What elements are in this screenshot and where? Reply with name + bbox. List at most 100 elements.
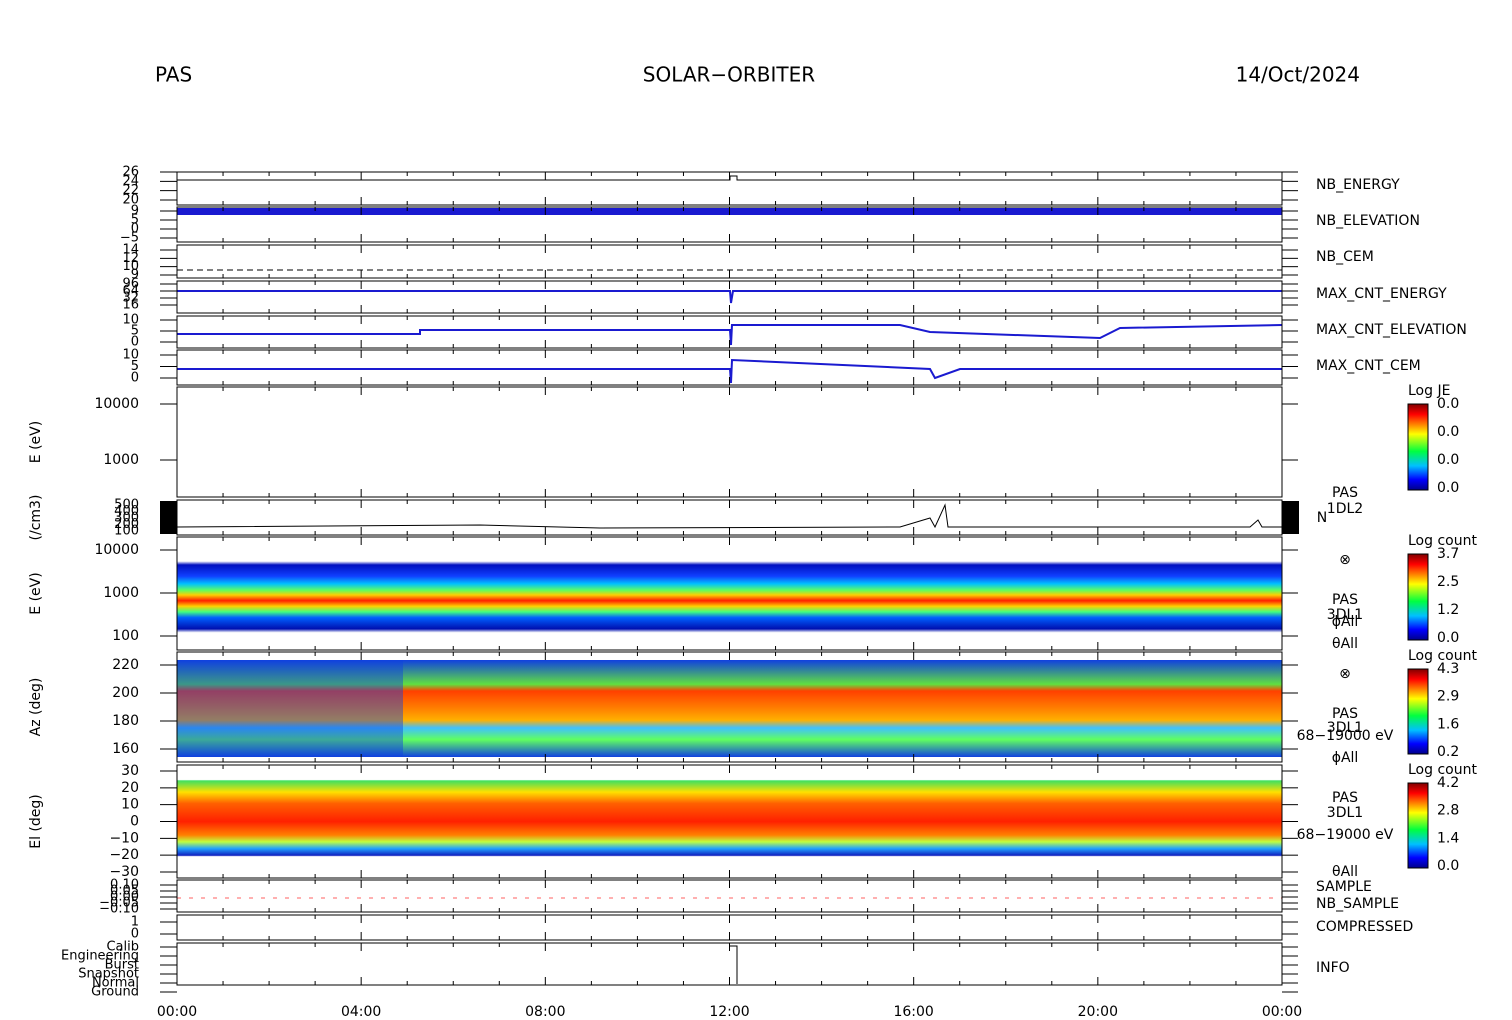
y-tick-label: 0.10 — [110, 878, 139, 893]
panel-label: ϕAll — [1332, 614, 1359, 630]
y-axis-label: E (eV) — [28, 421, 44, 463]
y-tick-label: 10 — [122, 348, 139, 363]
panel-label: N — [1317, 510, 1327, 526]
y-tick-label: Normal — [92, 976, 139, 991]
y-tick-label: 200 — [114, 517, 139, 532]
panel-label: ϕAll — [1332, 750, 1359, 766]
y-tick-label: 10 — [122, 313, 139, 328]
panel-label: θAll — [1332, 864, 1358, 880]
y-tick-label: 200 — [112, 685, 139, 701]
x-tick-label: 12:00 — [709, 1004, 749, 1020]
x-tick-label: 16:00 — [893, 1004, 933, 1020]
y-tick-label: Calib — [106, 940, 139, 955]
x-tick-label: 08:00 — [525, 1004, 565, 1020]
y-axis-label: (/cm3) — [28, 495, 44, 541]
colorbar-title: Log count — [1408, 533, 1477, 549]
colorbar-tick-label: 0.0 — [1437, 452, 1459, 468]
y-tick-label: 0.00 — [110, 890, 139, 905]
y-tick-label: 300 — [114, 511, 139, 526]
y-tick-label: 10 — [121, 797, 139, 813]
y-tick-label: 26 — [122, 165, 139, 180]
panel-label: SAMPLE — [1316, 879, 1372, 895]
colorbar-tick-label: 0.0 — [1437, 630, 1459, 646]
header-date: 14/Oct/2024 — [1236, 63, 1360, 87]
x-tick-label: 20:00 — [1078, 1004, 1118, 1020]
y-tick-label: 220 — [112, 657, 139, 673]
max-cnt-cem-trace — [177, 358, 1282, 384]
nb-energy-trace — [177, 175, 1282, 181]
panel-label: MAX_CNT_CEM — [1316, 358, 1421, 374]
y-tick-label: 10 — [122, 259, 139, 274]
y-tick-label: 1 — [131, 915, 139, 930]
y-tick-label: −20 — [109, 847, 139, 863]
y-tick-label: 1000 — [103, 585, 139, 601]
colorbar-title: Log count — [1408, 648, 1477, 664]
colorbar-title: Log count — [1408, 762, 1477, 778]
panel-label: θAll — [1332, 636, 1358, 652]
colorbar-tick-label: 0.0 — [1437, 480, 1459, 496]
panel-label: 3DL1 — [1327, 607, 1363, 623]
max-cnt-elevation-trace — [177, 324, 1283, 346]
y-tick-label: Snapshot — [78, 967, 139, 982]
colorbar-tick-label: 3.7 — [1437, 546, 1459, 562]
y-tick-label: 20 — [122, 193, 139, 208]
header-title: SOLAR−ORBITER — [643, 63, 815, 87]
colorbar-tick-label: 1.2 — [1437, 602, 1459, 618]
y-tick-label: −30 — [109, 864, 139, 880]
y-tick-label: 9 — [131, 268, 139, 283]
y-tick-label: 180 — [112, 713, 139, 729]
panel-label: ⊗ — [1339, 666, 1351, 682]
panel-label: NB_CEM — [1316, 249, 1374, 265]
colorbar-tick-label: 2.8 — [1437, 803, 1459, 819]
panel-label: PAS — [1332, 485, 1358, 501]
panel-label: INFO — [1316, 960, 1350, 976]
colorbar — [1407, 782, 1429, 869]
y-tick-label: 24 — [122, 174, 139, 189]
azimuth-low-region — [177, 660, 403, 757]
y-tick-label: −5 — [120, 231, 139, 246]
colorbar-tick-label: 2.9 — [1437, 689, 1459, 705]
y-tick-label: 14 — [122, 243, 139, 258]
azimuth-spectrogram — [177, 660, 1282, 757]
y-tick-label: 10000 — [94, 542, 139, 558]
y-tick-label: 12 — [122, 251, 139, 266]
panel-label: PAS — [1332, 790, 1358, 806]
header-left: PAS — [155, 63, 192, 87]
panel-label: MAX_CNT_ELEVATION — [1316, 322, 1467, 338]
panel-label: 68−19000 eV — [1297, 827, 1394, 843]
y-tick-label: 5 — [131, 324, 139, 339]
panel-label: 68−19000 eV — [1297, 728, 1394, 744]
panel-label: PAS — [1332, 592, 1358, 608]
panel-label: NB_ELEVATION — [1316, 213, 1420, 229]
y-tick-label: 10000 — [94, 396, 139, 412]
y-tick-label: 16 — [122, 298, 139, 313]
y-tick-label: Engineering — [61, 949, 139, 964]
y-tick-label: 160 — [112, 741, 139, 757]
panel-frame — [176, 386, 1283, 498]
y-tick-label: −0.05 — [99, 896, 139, 911]
colorbar-title: Log JE — [1408, 383, 1450, 399]
colorbar-tick-label: 0.0 — [1437, 424, 1459, 440]
x-tick-label: 00:00 — [1262, 1004, 1302, 1020]
panel-label: 3DL1 — [1327, 720, 1363, 736]
panel-label: COMPRESSED — [1316, 919, 1413, 935]
y-tick-label: 0 — [131, 371, 139, 386]
x-tick-label: 00:00 — [157, 1004, 197, 1020]
y-tick-label: 0 — [131, 335, 139, 350]
y-tick-label: 64 — [122, 284, 139, 299]
elevation-spectrogram — [177, 765, 1282, 878]
y-tick-label: −0.10 — [99, 902, 139, 917]
colorbar-tick-label: 4.3 — [1437, 661, 1459, 677]
y-tick-label: 0 — [131, 927, 139, 942]
max-cnt-energy-trace — [177, 290, 1282, 304]
panel-label: NB_SAMPLE — [1316, 896, 1399, 912]
panel-label: NB_ENERGY — [1316, 177, 1400, 193]
panel-label: 3DL1 — [1327, 805, 1363, 821]
y-tick-label: 5 — [131, 359, 139, 374]
y-tick-label: 0 — [130, 814, 139, 830]
colorbar — [1407, 553, 1429, 641]
density-trace — [176, 503, 1282, 529]
colorbar-tick-label: 4.2 — [1437, 775, 1459, 791]
y-tick-label: 400 — [114, 504, 139, 519]
